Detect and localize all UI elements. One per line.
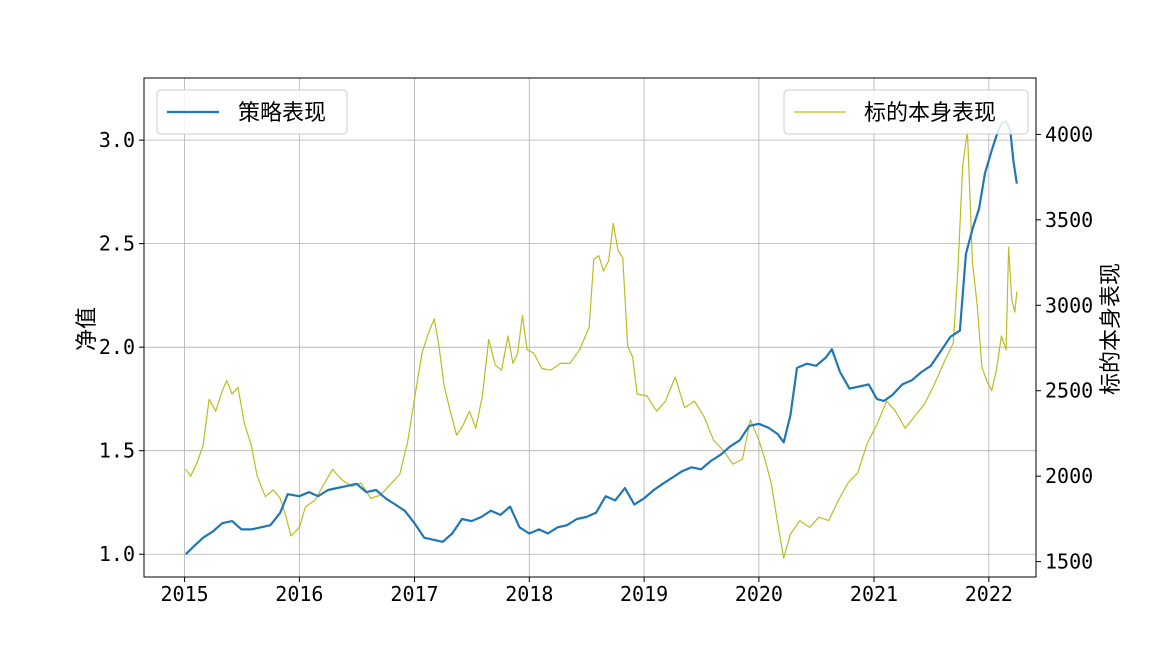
- y-right-tick-label: 1500: [1045, 550, 1093, 574]
- x-tick-label: 2015: [160, 582, 208, 606]
- x-tick-label: 2022: [965, 582, 1013, 606]
- y-left-axis-ticks: 1.0 1.5 2.0 2.5 3.0: [99, 128, 144, 566]
- y-left-tick-label: 1.0: [99, 542, 135, 566]
- y-left-axis-label: 净值: [75, 307, 100, 351]
- x-axis-ticks: 2015 2016 2017 2018 2019 2020 2021 2022: [160, 577, 1013, 606]
- y-right-tick-label: 2000: [1045, 464, 1093, 488]
- y-right-tick-label: 3500: [1045, 208, 1093, 232]
- legend-right: 标的本身表现: [783, 89, 1029, 135]
- y-right-tick-label: 2500: [1045, 379, 1093, 403]
- y-right-tick-label: 4000: [1045, 122, 1093, 146]
- y-left-tick-label: 2.0: [99, 335, 135, 359]
- y-left-tick-label: 2.5: [99, 232, 135, 256]
- x-tick-label: 2021: [850, 582, 898, 606]
- y-left-tick-label: 3.0: [99, 128, 135, 152]
- x-tick-label: 2020: [735, 582, 783, 606]
- x-tick-label: 2018: [505, 582, 553, 606]
- x-tick-label: 2019: [620, 582, 668, 606]
- y-left-tick-label: 1.5: [99, 439, 135, 463]
- y-right-tick-label: 3000: [1045, 293, 1093, 317]
- series-line-underlying: [185, 130, 1018, 559]
- legend-left-label: 策略表现: [238, 101, 326, 126]
- legend-right-label: 标的本身表现: [864, 101, 996, 126]
- y-right-axis-label: 标的本身表现: [1099, 263, 1124, 395]
- y-right-axis-ticks: 1500 2000 2500 3000 3500 4000: [1036, 122, 1093, 574]
- series-line-strategy: [185, 120, 1018, 555]
- legend-right-box: [783, 89, 1029, 135]
- series-group-right: [185, 130, 1018, 559]
- x-tick-label: 2017: [390, 582, 438, 606]
- legend-left-box: [156, 89, 348, 135]
- series-group-left: [185, 120, 1018, 555]
- plot-frame: [143, 77, 1037, 578]
- legend-left: 策略表现: [156, 89, 348, 135]
- x-tick-label: 2016: [275, 582, 323, 606]
